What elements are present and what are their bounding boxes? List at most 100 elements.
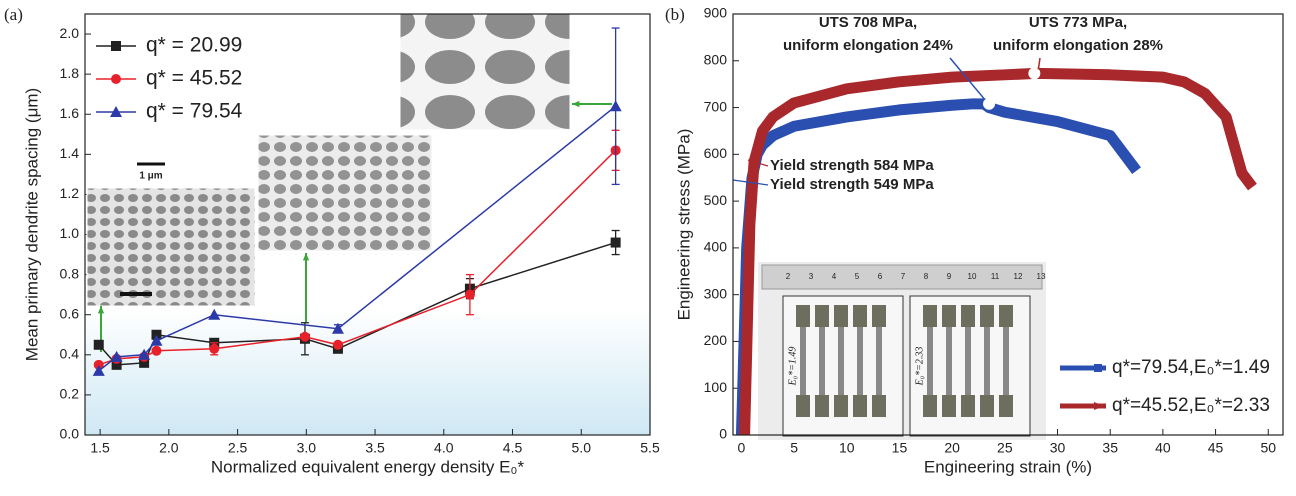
ruler-label: 8 xyxy=(924,272,929,281)
y-tick-label: 0.0 xyxy=(60,426,80,442)
x-tick-label: 15 xyxy=(892,440,908,456)
marker xyxy=(94,340,104,350)
ruler-label: 9 xyxy=(947,272,952,281)
x-tick-label: 4.5 xyxy=(503,440,523,456)
marker xyxy=(465,290,475,300)
specimen-thread xyxy=(815,305,829,327)
x-tick-label: 2.0 xyxy=(159,440,179,456)
y-tick-label: 400 xyxy=(704,239,728,255)
specimen-thread xyxy=(872,395,886,417)
ruler-label: 2 xyxy=(786,272,791,281)
marker xyxy=(1094,364,1102,372)
ruler-label: 5 xyxy=(855,272,860,281)
specimen-thread xyxy=(980,305,994,327)
x-tick-label: 5 xyxy=(790,440,798,456)
annotation: uniform elongation 24% xyxy=(783,37,953,54)
y-tick-label: 1.6 xyxy=(60,105,80,121)
annotation: uniform elongation 28% xyxy=(993,37,1163,54)
ruler-label: 6 xyxy=(878,272,883,281)
x-tick-label: 2.5 xyxy=(228,440,248,456)
specimen-thread xyxy=(853,395,867,417)
photo-label: E₀*=1.49 xyxy=(787,347,798,387)
y-tick-label: 700 xyxy=(704,98,728,114)
x-tick-label: 1.5 xyxy=(90,440,110,456)
specimen-thread xyxy=(834,305,848,327)
specimen-thread xyxy=(923,395,937,417)
y-tick-label: 100 xyxy=(704,379,728,395)
specimen-thread xyxy=(815,395,829,417)
x-tick-label: 10 xyxy=(839,440,855,456)
marker xyxy=(333,340,343,350)
legend-label: q* = 79.54 xyxy=(146,100,243,123)
specimen-thread xyxy=(942,395,956,417)
marker xyxy=(300,332,310,342)
ruler-label: 12 xyxy=(1014,272,1023,281)
y-tick-label: 0.6 xyxy=(60,305,80,321)
x-tick-label: 45 xyxy=(1208,440,1224,456)
x-tick-label: 25 xyxy=(997,440,1013,456)
specimen-thread xyxy=(834,395,848,417)
figure: (a)1.52.02.53.03.54.04.55.05.50.00.20.40… xyxy=(0,0,1296,496)
ruler-label: 10 xyxy=(968,272,977,281)
y-tick-label: 1.2 xyxy=(60,185,80,201)
x-tick-label: 40 xyxy=(1155,440,1171,456)
annotation: Yield strength 584 MPa xyxy=(770,157,934,174)
sem-image xyxy=(400,14,570,130)
legend-label: q* = 45.52 xyxy=(146,67,242,90)
x-axis-label: Engineering strain (%) xyxy=(924,457,1092,476)
y-tick-label: 900 xyxy=(704,5,728,21)
specimen-thread xyxy=(853,305,867,327)
panel-label: (a) xyxy=(4,5,23,24)
scale-bar xyxy=(120,292,152,296)
annotation: UTS 773 MPa, xyxy=(1029,14,1127,31)
y-tick-label: 1.4 xyxy=(60,145,80,161)
x-tick-label: 5.5 xyxy=(640,440,660,456)
x-tick-label: 30 xyxy=(1050,440,1066,456)
y-tick-label: 800 xyxy=(704,51,728,67)
ruler-label: 7 xyxy=(901,272,906,281)
marker xyxy=(111,41,121,51)
y-tick-label: 0.4 xyxy=(60,346,80,362)
specimen-thread xyxy=(999,305,1013,327)
annotation: Yield strength 549 MPa xyxy=(770,176,934,193)
specimen-thread xyxy=(796,395,810,417)
y-tick-label: 1.0 xyxy=(60,225,80,241)
specimen-thread xyxy=(961,305,975,327)
y-tick-label: 300 xyxy=(704,285,728,301)
photo-label: E₀*=2.33 xyxy=(914,347,925,387)
ruler-label: 4 xyxy=(832,272,837,281)
x-tick-label: 35 xyxy=(1102,440,1118,456)
marker xyxy=(111,74,121,84)
y-tick-label: 1.8 xyxy=(60,65,80,81)
annotation: UTS 708 MPa, xyxy=(819,14,917,31)
y-tick-label: 0 xyxy=(719,426,727,442)
y-tick-label: 0.8 xyxy=(60,265,80,281)
marker xyxy=(151,346,161,356)
x-tick-label: 50 xyxy=(1260,440,1276,456)
legend-label: q* = 20.99 xyxy=(146,34,242,57)
ruler-label: 3 xyxy=(809,272,814,281)
sem-image xyxy=(87,188,255,306)
y-tick-label: 500 xyxy=(704,192,728,208)
specimen-thread xyxy=(999,395,1013,417)
legend-label: q*=79.54,E₀*=1.49 xyxy=(1112,357,1270,378)
sem-image xyxy=(258,135,432,251)
scale-bar-label: 1 μm xyxy=(139,171,162,182)
x-tick-label: 0 xyxy=(738,440,746,456)
specimen-thread xyxy=(961,395,975,417)
specimen-thread xyxy=(872,305,886,327)
x-tick-label: 20 xyxy=(944,440,960,456)
marker xyxy=(209,344,219,354)
x-tick-label: 4.0 xyxy=(434,440,454,456)
ruler-label: 11 xyxy=(991,272,1000,281)
y-tick-label: 200 xyxy=(704,332,728,348)
x-tick-label: 3.0 xyxy=(297,440,317,456)
ruler-label: 13 xyxy=(1037,272,1046,281)
panel-label: (b) xyxy=(665,5,685,24)
x-axis-label: Normalized equivalent energy density E₀* xyxy=(211,457,525,476)
y-tick-label: 2.0 xyxy=(60,25,80,41)
y-tick-label: 600 xyxy=(704,145,728,161)
specimen-thread xyxy=(942,305,956,327)
x-tick-label: 5.0 xyxy=(572,440,592,456)
legend-label: q*=45.52,E₀*=2.33 xyxy=(1112,395,1270,416)
